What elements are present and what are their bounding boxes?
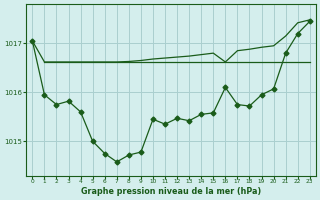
X-axis label: Graphe pression niveau de la mer (hPa): Graphe pression niveau de la mer (hPa) [81, 187, 261, 196]
